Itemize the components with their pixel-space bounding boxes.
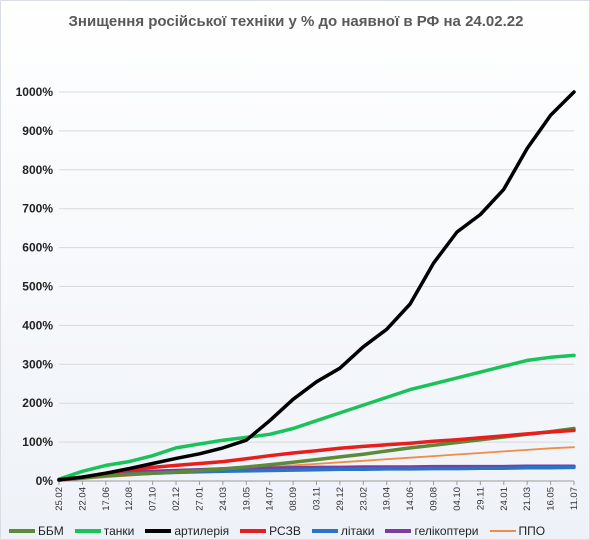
x-tick-label: 24.03 <box>218 487 229 511</box>
legend-item: РСЗВ <box>240 524 301 538</box>
legend-swatch <box>311 529 338 533</box>
y-tick-label: 500% <box>22 280 53 294</box>
series-line-2 <box>57 353 576 481</box>
x-tick-label: 21.03 <box>522 487 533 511</box>
legend-item: артилерія <box>145 524 229 538</box>
x-tick-label: 24.01 <box>499 487 510 511</box>
legend-item: гелікоптери <box>385 524 479 538</box>
legend-item: ППО <box>489 524 546 538</box>
x-tick-label: 11.07 <box>569 487 580 510</box>
legend-swatch <box>489 530 516 532</box>
x-tick-label: 12.08 <box>124 487 135 511</box>
legend-swatch <box>9 529 35 533</box>
chart-legend: ББМ танки артилерія РСЗВ літаки гелікоптери ПП… <box>9 523 589 539</box>
y-tick-label: 200% <box>22 396 53 410</box>
y-tick-label: 0% <box>36 474 54 488</box>
legend-label: танки <box>103 524 135 538</box>
series-line-4 <box>57 428 576 482</box>
legend-label: гелікоптери <box>414 524 479 538</box>
x-tick-label: 23.02 <box>358 487 369 511</box>
y-tick-label: 800% <box>22 163 53 177</box>
legend-item: танки <box>74 524 135 538</box>
legend-swatch <box>385 529 412 533</box>
y-tick-label: 700% <box>22 202 53 216</box>
chart-title: Знищення російської техніки у % до наявн… <box>68 13 524 30</box>
x-tick-label: 08.09 <box>288 487 299 511</box>
x-tick-label: 02.12 <box>171 487 182 511</box>
x-tick-label: 25.02 <box>54 487 65 511</box>
y-tick-label: 1000% <box>16 85 54 99</box>
x-tick-label: 29.11 <box>475 487 486 510</box>
x-tick-label: 03.11 <box>312 487 323 510</box>
series-line-3 <box>57 90 576 482</box>
x-tick-label: 14.06 <box>405 487 416 511</box>
legend-item: ББМ <box>9 524 64 538</box>
y-tick-label: 900% <box>22 124 53 138</box>
legend-label: ББМ <box>38 524 64 538</box>
chart-plot: 0% 100% 200% 300% 400% 500% 600% 700% 800% 900% 10… <box>16 85 580 511</box>
x-tick-label: 16.05 <box>546 487 557 511</box>
legend-item: літаки <box>311 524 375 538</box>
legend-swatch <box>145 529 172 533</box>
legend-label: ППО <box>518 524 546 538</box>
x-tick-label: 19.05 <box>241 487 252 511</box>
x-tick-label: 17.06 <box>101 487 112 511</box>
y-tick-label: 300% <box>22 357 53 371</box>
x-tick-label: 04.10 <box>452 487 463 511</box>
x-tick-label: 27.01 <box>194 487 205 511</box>
x-tick-label: 09.08 <box>429 487 440 511</box>
legend-swatch <box>240 529 267 533</box>
y-tick-label: 600% <box>22 241 53 255</box>
x-tick-label: 22.04 <box>77 487 88 511</box>
x-tick-label: 07.10 <box>148 487 159 511</box>
legend-label: РСЗВ <box>269 524 301 538</box>
legend-label: артилерія <box>174 524 230 538</box>
x-tick-label: 14.07 <box>265 487 276 511</box>
legend-swatch <box>74 529 101 533</box>
y-tick-label: 100% <box>22 435 53 449</box>
x-tick-label: 19.04 <box>382 487 393 511</box>
y-tick-label: 400% <box>22 318 53 332</box>
legend-label: літаки <box>340 524 375 538</box>
x-tick-label: 29.12 <box>335 487 346 511</box>
